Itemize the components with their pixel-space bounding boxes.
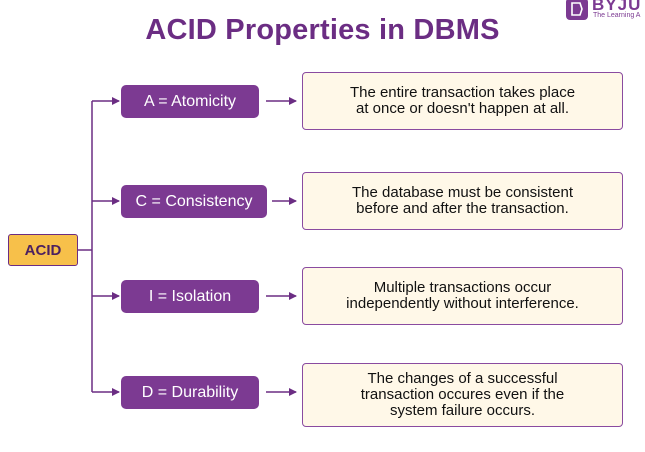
description-text: The entire transaction takes place at on… [349,84,576,117]
description-text: The database must be consistent before a… [352,184,573,217]
description-isolation: Multiple transactions occur independentl… [302,267,623,325]
description-atomicity: The entire transaction takes place at on… [302,72,623,130]
acid-root-node: ACID [8,234,78,266]
logo-icon [566,0,588,20]
logo-wordmark: BYJU [592,0,642,14]
property-consistency: C = Consistency [121,185,267,218]
property-durability: D = Durability [121,376,259,409]
page-title: ACID Properties in DBMS [145,14,500,46]
description-text: The changes of a successful transaction … [360,370,565,419]
logo-subtitle: The Learning A [593,12,641,19]
brand-logo: BYJU The Learning A [566,0,645,24]
description-text: Multiple transactions occur independentl… [346,279,579,312]
description-durability: The changes of a successful transaction … [302,363,623,427]
property-atomicity: A = Atomicity [121,85,259,118]
property-isolation: I = Isolation [121,280,259,313]
description-consistency: The database must be consistent before a… [302,172,623,230]
